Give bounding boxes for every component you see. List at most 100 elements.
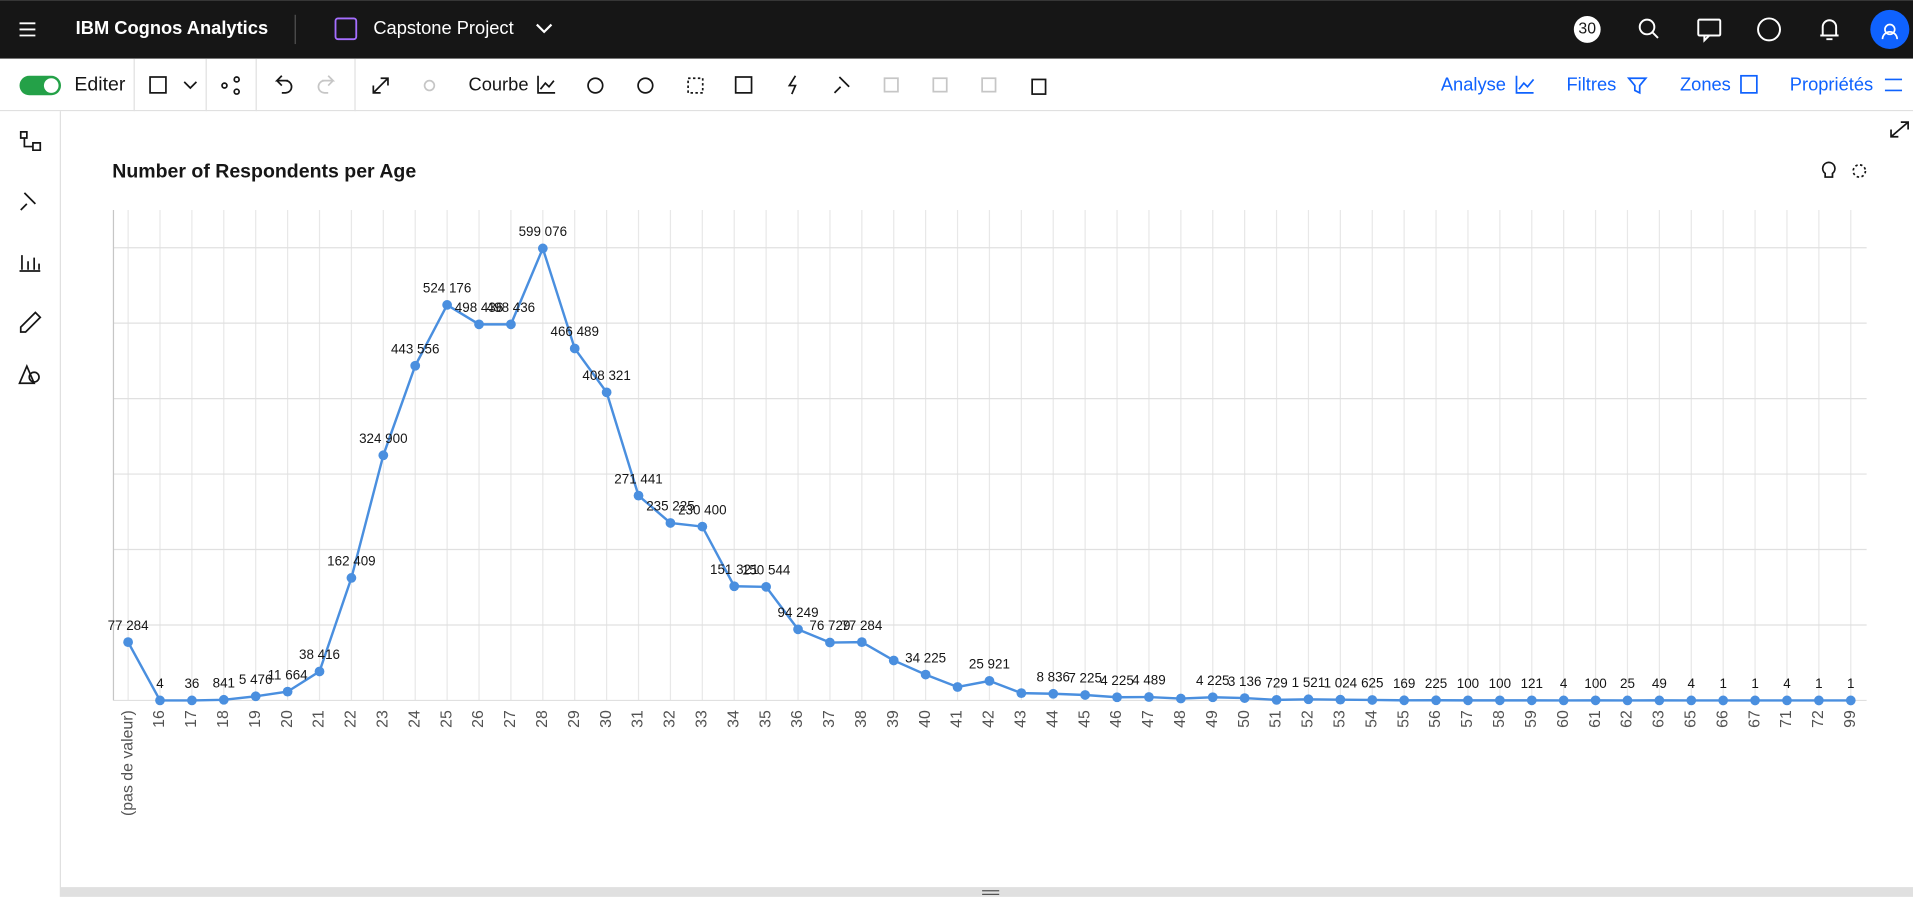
collapse-button[interactable]	[1890, 121, 1909, 138]
data-point	[1526, 695, 1537, 706]
data-label: 77 284	[841, 618, 883, 633]
pin-button[interactable]	[833, 76, 850, 94]
x-tick-label: 25	[438, 710, 455, 728]
data-label: 729	[1265, 676, 1287, 691]
data-label: 121	[1521, 676, 1543, 691]
pin-panel-button[interactable]	[20, 192, 36, 211]
data-label: 4 225	[1100, 673, 1134, 688]
data-label: 8 836	[1036, 669, 1070, 684]
help-button[interactable]	[1757, 17, 1781, 42]
x-tick-label: 20	[279, 710, 296, 728]
x-tick-label: 62	[1619, 710, 1636, 728]
select-button[interactable]	[687, 77, 704, 94]
save-button[interactable]	[149, 76, 167, 94]
data-point	[1271, 695, 1282, 705]
data-point	[825, 637, 835, 648]
x-tick-label: 49	[1204, 710, 1221, 728]
table-button[interactable]	[734, 76, 753, 94]
x-tick-label: 36	[789, 710, 806, 728]
color-button[interactable]	[587, 77, 604, 94]
insight-button[interactable]	[787, 75, 797, 95]
data-label: 4	[1560, 676, 1568, 691]
data-point	[1112, 692, 1122, 703]
notifications-button[interactable]	[1820, 19, 1839, 41]
data-label: 151 321	[710, 562, 758, 577]
x-tick-label: 45	[1076, 710, 1093, 728]
data-point	[250, 691, 261, 702]
x-tick-label: 47	[1140, 710, 1157, 728]
search-button[interactable]	[1638, 18, 1659, 39]
shapes-button[interactable]	[18, 363, 40, 385]
data-point	[378, 450, 389, 461]
delete-button[interactable]	[1031, 78, 1047, 95]
insight-toggle[interactable]	[1821, 161, 1836, 178]
properties-button[interactable]: Propriétés	[1790, 73, 1873, 94]
data-point	[123, 637, 133, 648]
data-point	[1718, 695, 1729, 706]
x-tick-label: 42	[981, 710, 998, 728]
data-point	[888, 655, 899, 666]
x-tick-label: 53	[1332, 710, 1349, 728]
chart-type-label[interactable]: Courbe	[468, 73, 528, 94]
x-tick-label: 48	[1172, 710, 1189, 728]
chat-button[interactable]	[1697, 18, 1722, 43]
redo-button	[317, 75, 336, 94]
data-label: 100	[1489, 676, 1511, 691]
x-tick-label: 38	[853, 710, 870, 728]
data-label: 235 225	[646, 499, 694, 514]
x-tick-label: 50	[1236, 710, 1253, 728]
x-tick-label: 66	[1714, 710, 1731, 728]
data-label: 5 476	[239, 672, 273, 687]
undo-button[interactable]	[274, 75, 293, 94]
data-label: 1 024	[1324, 675, 1358, 690]
chart-settings[interactable]	[1852, 163, 1867, 178]
chart-type-icon[interactable]	[537, 75, 556, 94]
plot-area: (pas de valeur) 16 17 18 19 20 21 22 23 24 25 26 27 2…	[108, 209, 1867, 816]
resize-handle[interactable]	[982, 890, 1000, 896]
x-tick-label: 22	[343, 710, 360, 728]
data-label: 225	[1425, 676, 1447, 691]
data-label: 524 176	[423, 281, 471, 296]
x-tick-label: 18	[215, 710, 232, 728]
share-button[interactable]	[221, 76, 240, 95]
zones-button[interactable]: Zones	[1680, 73, 1731, 94]
animation-button[interactable]	[637, 77, 654, 94]
x-tick-label: 44	[1044, 710, 1061, 728]
project-name[interactable]: Capstone Project	[373, 17, 513, 38]
x-tick-label: 37	[821, 710, 838, 728]
notification-badge[interactable]	[1573, 16, 1601, 43]
data-label: 1	[1815, 676, 1822, 691]
user-avatar[interactable]	[1870, 9, 1910, 49]
data-label: 76 729	[809, 618, 850, 633]
chart-title: Number of Respondents per Age	[112, 160, 416, 182]
data-label: 25 921	[969, 657, 1010, 672]
menu-button[interactable]	[19, 22, 36, 37]
visualizations-button[interactable]	[19, 255, 41, 272]
x-tick-label: 46	[1108, 710, 1125, 728]
filters-button[interactable]: Filtres	[1567, 73, 1617, 94]
x-tick-label: (pas de valeur)	[119, 710, 136, 816]
data-label: 271 441	[614, 471, 662, 486]
x-tick-label: 60	[1555, 710, 1572, 728]
x-tick-label: 16	[151, 710, 168, 728]
x-tick-label: 71	[1778, 710, 1795, 728]
expand-button[interactable]	[372, 77, 389, 94]
data-tree-button[interactable]	[19, 131, 42, 152]
save-menu[interactable]	[183, 81, 198, 90]
data-label: 162 409	[327, 554, 375, 569]
data-point	[569, 343, 580, 354]
x-tick-label: 58	[1491, 710, 1508, 728]
data-label: 11 664	[268, 667, 309, 682]
x-tick-label: 26	[470, 710, 487, 728]
properties-icon	[1884, 78, 1903, 92]
x-tick-label: 39	[885, 710, 902, 728]
data-label: 498 436	[455, 300, 503, 315]
data-point	[1399, 695, 1410, 706]
product-name: IBM Cognos Analytics	[76, 17, 268, 38]
toggle-knob	[43, 78, 59, 93]
data-label: 1	[1847, 676, 1854, 691]
project-dropdown[interactable]	[536, 23, 553, 34]
analyse-button[interactable]: Analyse	[1441, 73, 1506, 94]
format-button[interactable]	[19, 311, 42, 333]
